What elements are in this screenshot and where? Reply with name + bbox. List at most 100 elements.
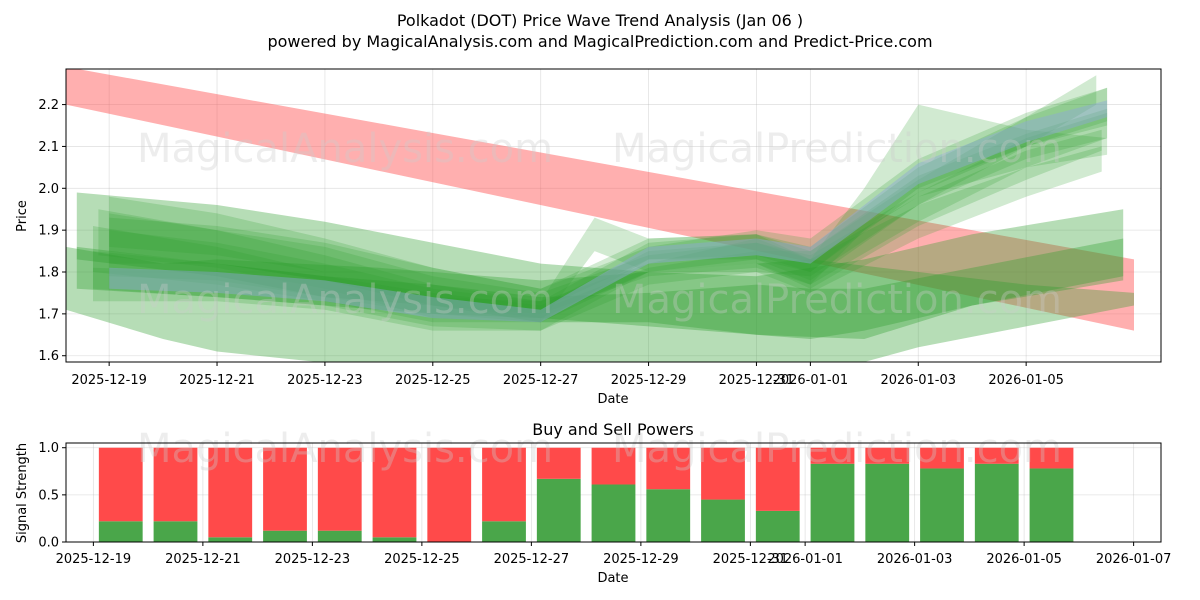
x-tick-label: 2025-12-19 <box>71 373 147 388</box>
x-tick-label: 2025-12-23 <box>275 552 351 567</box>
y-tick-label: 2.2 <box>38 98 59 113</box>
buy-bar <box>701 499 745 542</box>
sell-bar <box>974 447 1019 464</box>
red-band <box>66 69 1134 331</box>
sell-bar <box>98 447 143 522</box>
green-band-dark <box>76 238 1124 339</box>
signal-x-ticks: 2025-12-19 2025-12-21 2025-12-23 2025-12-25… <box>56 542 1172 567</box>
signal-title: Buy and Sell Powers <box>532 420 694 439</box>
signal-watermarks: MagicalAnalysis.com MagicalPrediction.co… <box>137 426 1062 472</box>
y-tick-label: 2.1 <box>38 140 59 155</box>
x-tick-label: 2026-01-03 <box>880 373 956 388</box>
price-axes-frame <box>65 68 1162 363</box>
buy-bar <box>755 510 800 542</box>
sell-bar <box>263 447 307 531</box>
y-tick-label: 1.8 <box>38 266 59 281</box>
wave-1 <box>109 87 1108 319</box>
sell-bar <box>536 447 581 479</box>
signal-y-ticks: 0.0 0.5 1.0 <box>38 441 66 551</box>
price-panel: MagicalAnalysis.com MagicalPrediction.co… <box>15 68 1162 407</box>
watermark-text: MagicalAnalysis.com <box>137 426 553 472</box>
sell-bar <box>591 447 636 485</box>
price-x-ticks: 2025-12-19 2025-12-21 2025-12-23 2025-12-25… <box>71 362 1064 388</box>
x-tick-label: 2025-12-29 <box>611 373 687 388</box>
watermark-text: MagicalAnalysis.com <box>137 277 553 323</box>
chart-title: Polkadot (DOT) Price Wave Trend Analysis… <box>397 11 803 30</box>
wave-2 <box>98 108 1108 323</box>
price-x-label: Date <box>597 392 628 407</box>
signal-axes-frame <box>65 442 1162 543</box>
buy-bar <box>1029 468 1074 542</box>
sell-bar <box>701 447 745 500</box>
buy-bar <box>482 521 526 542</box>
wave-5 <box>93 146 1102 331</box>
buy-bar <box>317 530 362 542</box>
x-tick-label: 2025-12-21 <box>179 373 255 388</box>
sell-bar <box>646 447 691 490</box>
x-tick-label: 2025-12-31 <box>719 373 795 388</box>
x-tick-label: 2025-12-25 <box>395 373 471 388</box>
buy-bar <box>591 484 636 542</box>
signal-y-label: Signal Strength <box>15 443 30 543</box>
x-tick-label: 2025-12-29 <box>603 552 679 567</box>
green-band-wide-high <box>76 192 1124 339</box>
sell-bar <box>427 447 472 542</box>
buy-bar <box>810 463 855 542</box>
sell-bar <box>482 447 526 522</box>
green-band-wide-low <box>66 246 1134 362</box>
price-grid <box>66 69 1161 362</box>
sell-bar <box>865 447 910 464</box>
x-tick-label: 2025-12-19 <box>56 552 132 567</box>
buy-bar <box>646 489 691 542</box>
sell-bar <box>317 447 362 531</box>
sell-bar <box>810 447 855 464</box>
y-tick-label: 0.5 <box>38 488 59 503</box>
wave-4 <box>109 104 1108 323</box>
x-tick-label: 2026-01-07 <box>1096 552 1172 567</box>
buy-bar <box>865 463 910 542</box>
y-tick-label: 1.6 <box>38 349 59 364</box>
buy-bar <box>974 463 1019 542</box>
y-tick-label: 1.9 <box>38 224 59 239</box>
price-bands <box>66 69 1134 362</box>
y-tick-label: 1.7 <box>38 307 59 322</box>
price-y-ticks: 1.6 1.7 1.8 1.9 2.0 2.1 2.2 <box>38 98 66 364</box>
x-tick-label: 2025-12-27 <box>494 552 570 567</box>
x-tick-label: 2025-12-21 <box>165 552 241 567</box>
x-tick-label: 2025-12-25 <box>384 552 460 567</box>
signal-panel: Buy and Sell Powers MagicalAnalysis.com … <box>15 420 1171 586</box>
sell-bar <box>208 447 253 538</box>
buy-bar <box>153 521 198 542</box>
watermark-text: MagicalPrediction.com <box>612 426 1062 472</box>
watermark-text: MagicalPrediction.com <box>612 277 1062 323</box>
watermark-text: MagicalAnalysis.com <box>137 126 553 172</box>
x-tick-label: 2026-01-01 <box>767 552 843 567</box>
wave-6 <box>93 87 1108 331</box>
sell-bar <box>920 447 964 469</box>
buy-bar <box>536 478 581 542</box>
wave-3 <box>93 129 1102 323</box>
y-tick-label: 1.0 <box>38 441 59 456</box>
chart-subtitle: powered by MagicalAnalysis.com and Magic… <box>267 32 932 51</box>
wave-7 <box>109 112 1108 314</box>
sell-bar <box>1029 447 1074 469</box>
watermark-text: MagicalPrediction.com <box>612 126 1062 172</box>
x-tick-label: 2025-12-31 <box>713 552 789 567</box>
x-tick-label: 2026-01-05 <box>986 552 1062 567</box>
buy-bar <box>372 537 417 542</box>
y-tick-label: 0.0 <box>38 536 59 551</box>
buy-bar <box>98 521 143 542</box>
buy-bar <box>920 468 964 542</box>
buy-bar <box>263 530 307 542</box>
buy-bar <box>208 537 253 542</box>
x-tick-label: 2026-01-05 <box>988 373 1064 388</box>
price-watermarks: MagicalAnalysis.com MagicalPrediction.co… <box>137 126 1062 323</box>
sell-bar <box>153 447 198 522</box>
sell-bar <box>755 447 800 511</box>
y-tick-label: 2.0 <box>38 182 59 197</box>
x-tick-label: 2025-12-27 <box>503 373 579 388</box>
x-tick-label: 2025-12-23 <box>287 373 363 388</box>
price-y-label: Price <box>15 200 30 232</box>
signal-bars <box>98 447 1074 542</box>
